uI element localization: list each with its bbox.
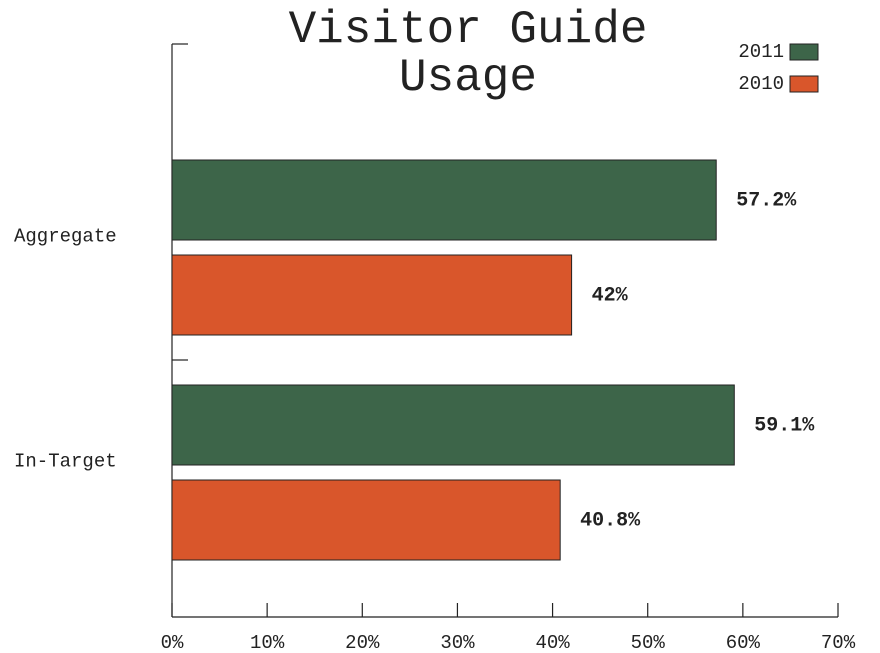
value-label: 57.2% (736, 189, 797, 212)
bar (171, 159, 717, 241)
legend-swatch (789, 43, 819, 61)
x-tick-label: 20% (345, 632, 380, 653)
bar (171, 254, 573, 336)
x-tick-label: 50% (631, 632, 666, 653)
bar (171, 384, 735, 466)
chart-title: Visitor Guide Usage (288, 4, 648, 104)
x-tick-label: 10% (250, 632, 285, 653)
legend-label: 2011 (738, 41, 784, 63)
value-label: 59.1% (754, 414, 815, 437)
y-tick-label: Aggregate (14, 226, 117, 248)
x-tick-label: 30% (440, 632, 475, 653)
y-tick-label: In-Target (14, 451, 117, 473)
x-tick-label: 0% (161, 632, 184, 653)
value-label: 42% (592, 284, 629, 307)
legend-label: 2010 (738, 73, 784, 95)
x-tick-label: 40% (535, 632, 570, 653)
legend-swatch (789, 75, 819, 93)
x-tick-label: 70% (821, 632, 856, 653)
value-label: 40.8% (580, 509, 641, 532)
x-tick-label: 60% (726, 632, 761, 653)
bar (171, 479, 561, 561)
